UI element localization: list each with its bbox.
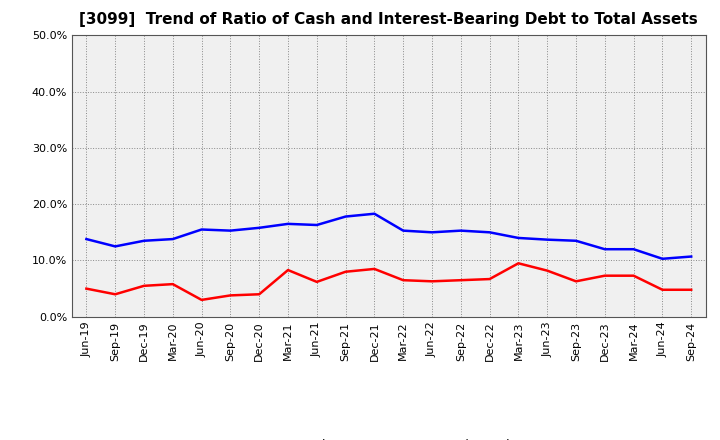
Interest-Bearing Debt bbox=[341, 214, 350, 219]
Interest-Bearing Debt bbox=[168, 236, 177, 242]
Cash bbox=[543, 268, 552, 273]
Cash bbox=[111, 292, 120, 297]
Interest-Bearing Debt bbox=[629, 246, 638, 252]
Cash bbox=[399, 278, 408, 283]
Interest-Bearing Debt bbox=[456, 228, 465, 233]
Interest-Bearing Debt bbox=[255, 225, 264, 231]
Interest-Bearing Debt bbox=[140, 238, 148, 243]
Interest-Bearing Debt bbox=[226, 228, 235, 233]
Cash bbox=[687, 287, 696, 293]
Cash bbox=[197, 297, 206, 303]
Cash bbox=[456, 278, 465, 283]
Cash bbox=[658, 287, 667, 293]
Line: Cash: Cash bbox=[86, 263, 691, 300]
Cash bbox=[82, 286, 91, 291]
Cash bbox=[312, 279, 321, 285]
Cash bbox=[284, 268, 292, 273]
Interest-Bearing Debt bbox=[428, 230, 436, 235]
Cash bbox=[629, 273, 638, 279]
Interest-Bearing Debt bbox=[82, 236, 91, 242]
Cash bbox=[600, 273, 609, 279]
Cash bbox=[370, 266, 379, 271]
Interest-Bearing Debt bbox=[658, 256, 667, 261]
Interest-Bearing Debt bbox=[197, 227, 206, 232]
Interest-Bearing Debt bbox=[687, 254, 696, 259]
Cash bbox=[341, 269, 350, 275]
Interest-Bearing Debt bbox=[572, 238, 580, 243]
Cash bbox=[226, 293, 235, 298]
Interest-Bearing Debt bbox=[543, 237, 552, 242]
Interest-Bearing Debt bbox=[312, 222, 321, 227]
Legend: Cash, Interest-Bearing Debt: Cash, Interest-Bearing Debt bbox=[253, 434, 524, 440]
Title: [3099]  Trend of Ratio of Cash and Interest-Bearing Debt to Total Assets: [3099] Trend of Ratio of Cash and Intere… bbox=[79, 12, 698, 27]
Cash bbox=[140, 283, 148, 289]
Interest-Bearing Debt bbox=[399, 228, 408, 233]
Cash bbox=[514, 260, 523, 266]
Interest-Bearing Debt bbox=[485, 230, 494, 235]
Cash bbox=[485, 276, 494, 282]
Interest-Bearing Debt bbox=[514, 235, 523, 241]
Interest-Bearing Debt bbox=[111, 244, 120, 249]
Line: Interest-Bearing Debt: Interest-Bearing Debt bbox=[86, 214, 691, 259]
Cash bbox=[428, 279, 436, 284]
Interest-Bearing Debt bbox=[284, 221, 292, 227]
Cash bbox=[255, 292, 264, 297]
Interest-Bearing Debt bbox=[370, 211, 379, 216]
Cash bbox=[572, 279, 580, 284]
Cash bbox=[168, 282, 177, 287]
Interest-Bearing Debt bbox=[600, 246, 609, 252]
